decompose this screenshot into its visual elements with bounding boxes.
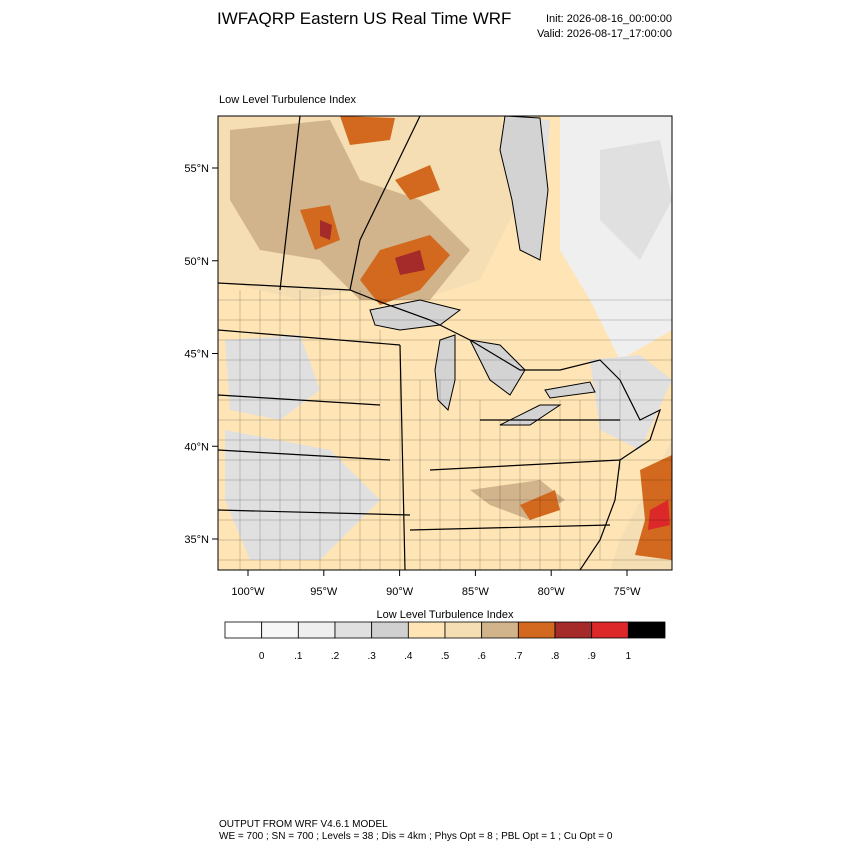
colorbar-box bbox=[261, 621, 299, 639]
colorbar-label: .1 bbox=[294, 651, 303, 662]
lat-label: 45°N bbox=[184, 349, 209, 361]
colorbar-label: .5 bbox=[441, 651, 450, 662]
lon-label: 95°W bbox=[310, 586, 338, 598]
lon-label: 100°W bbox=[231, 586, 265, 598]
lat-label: 50°N bbox=[184, 256, 209, 268]
map-title: Low Level Turbulence Index bbox=[219, 94, 356, 106]
colorbar-box bbox=[517, 621, 556, 639]
colorbar-box bbox=[444, 621, 483, 639]
lon-label: 75°W bbox=[613, 586, 641, 598]
lat-label: 35°N bbox=[184, 534, 209, 546]
lon-label: 80°W bbox=[538, 586, 566, 598]
colorbar-label: .4 bbox=[404, 651, 413, 662]
valid-time: Valid: 2026-08-17_17:00:00 bbox=[537, 28, 672, 40]
footer-line: OUTPUT FROM WRF V4.6.1 MODEL bbox=[219, 819, 388, 830]
colorbar-label: 1 bbox=[626, 651, 632, 662]
colorbar-label: .6 bbox=[477, 651, 486, 662]
title: IWFAQRP Eastern US Real Time WRF bbox=[217, 9, 511, 28]
colorbar-label: .9 bbox=[587, 651, 596, 662]
colorbar-box bbox=[407, 621, 446, 639]
colorbar-box bbox=[481, 621, 519, 639]
footer-line: WE = 700 ; SN = 700 ; Levels = 38 ; Dis … bbox=[219, 831, 613, 842]
colorbar-box bbox=[334, 621, 373, 639]
colorbar-title: Low Level Turbulence Index bbox=[377, 609, 514, 621]
lat-label: 40°N bbox=[184, 441, 209, 453]
colorbar-box bbox=[591, 621, 629, 639]
lon-label: 85°W bbox=[462, 586, 490, 598]
colorbar-box bbox=[554, 621, 593, 639]
map-axes: 55°N 50°N 45°N 40°N 35°N 100°W 95°W 90°W 85°W 80°… bbox=[184, 163, 641, 598]
map-frame bbox=[217, 115, 673, 571]
lon-label: 90°W bbox=[386, 586, 414, 598]
colorbar-label: .8 bbox=[551, 651, 560, 662]
map bbox=[218, 116, 672, 570]
colorbar-box bbox=[627, 621, 666, 639]
colorbar: 0 .1 .2 .3 .4 .5 .6 .7 .8 .9 1 bbox=[224, 621, 666, 662]
colorbar-box bbox=[224, 621, 263, 639]
colorbar-label: .2 bbox=[331, 651, 340, 662]
lat-label: 55°N bbox=[184, 163, 209, 175]
colorbar-label: .3 bbox=[367, 651, 376, 662]
colorbar-box bbox=[297, 621, 336, 639]
colorbar-box bbox=[371, 621, 409, 639]
colorbar-label: 0 bbox=[259, 651, 265, 662]
init-time: Init: 2026-08-16_00:00:00 bbox=[546, 13, 672, 25]
colorbar-label: .7 bbox=[514, 651, 523, 662]
